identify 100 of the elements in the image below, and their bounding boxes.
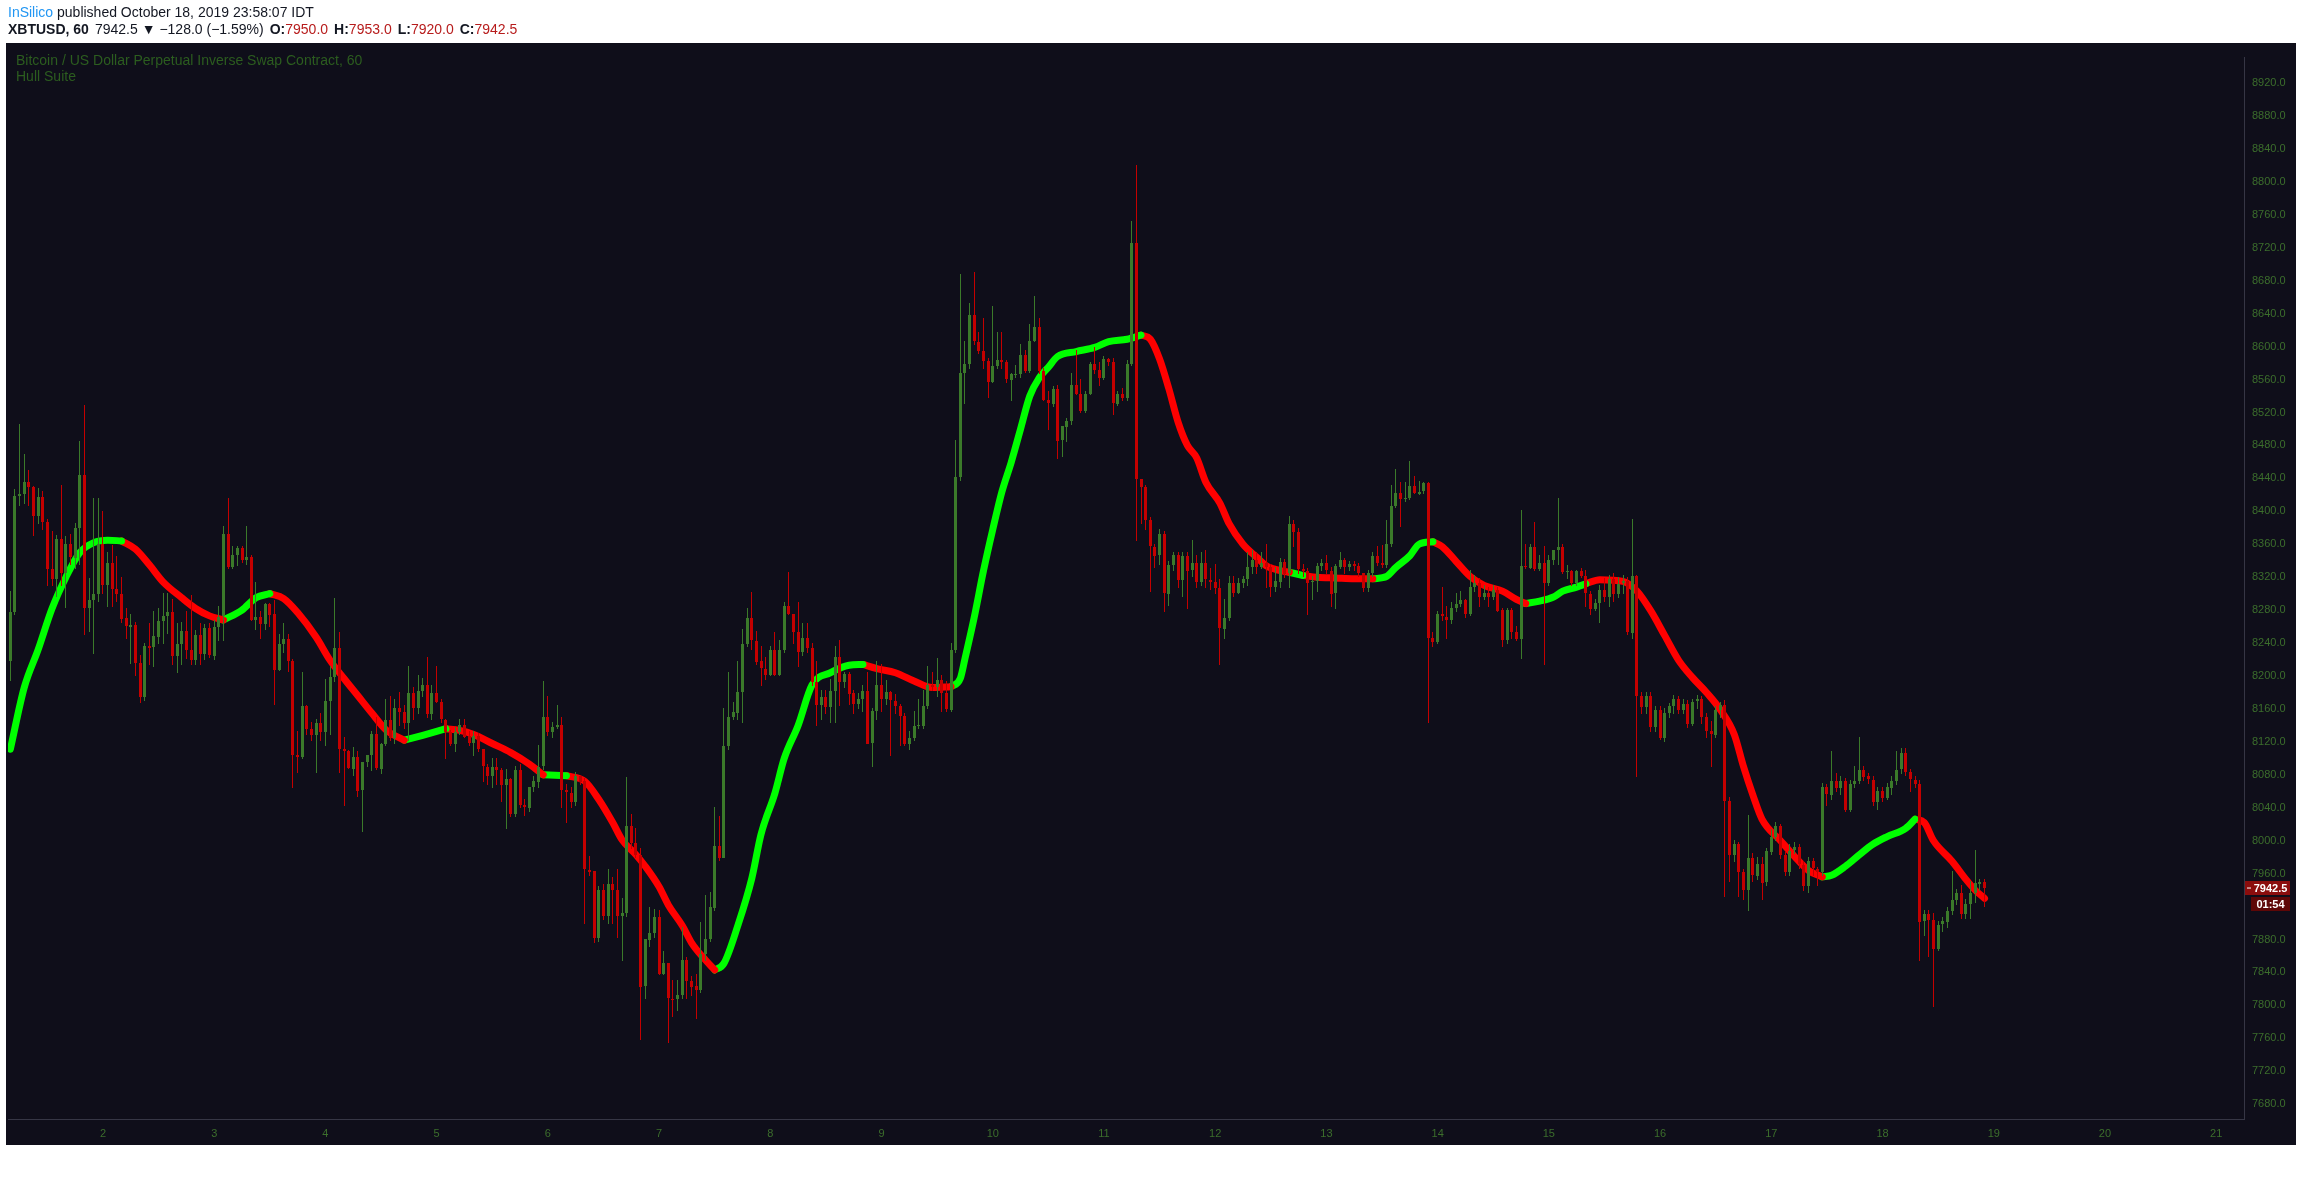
candlestick <box>1381 545 1384 568</box>
y-tick-label: 7680.0 <box>2252 1097 2286 1110</box>
x-tick-label: 18 <box>1876 1126 1889 1139</box>
x-tick-label: 12 <box>1209 1126 1222 1139</box>
candlestick <box>1404 482 1407 502</box>
candlestick <box>1445 606 1448 639</box>
candlestick <box>931 672 934 691</box>
y-tick-label: 8000.0 <box>2252 833 2286 846</box>
candlestick <box>148 623 151 665</box>
candlestick <box>190 595 193 665</box>
x-tick-label: 8 <box>767 1126 774 1139</box>
candlestick <box>676 980 679 1011</box>
candlestick <box>1000 332 1003 369</box>
chart-title: XBTUSD, 60 <box>8 21 89 37</box>
x-tick-label: 14 <box>1431 1126 1444 1139</box>
y-tick-label: 7840.0 <box>2252 965 2286 978</box>
x-tick-label: 5 <box>433 1126 440 1139</box>
y-tick-label: 8760.0 <box>2252 207 2286 220</box>
candlestick <box>88 578 91 632</box>
x-tick-label: 13 <box>1320 1126 1333 1139</box>
candlestick <box>1853 766 1856 788</box>
candlestick <box>621 898 624 961</box>
y-tick-label: 8120.0 <box>2252 734 2286 747</box>
text: 01:54 <box>2256 897 2286 910</box>
y-tick-label: 7720.0 <box>2252 1064 2286 1077</box>
candlestick <box>27 470 30 506</box>
annotation: Bitcoin / US Dollar Perpetual Inverse Swap Contract, 60 <box>16 52 363 68</box>
x-tick-label: 17 <box>1765 1126 1778 1139</box>
y-tick-label: 8520.0 <box>2252 405 2286 418</box>
candlestick <box>1418 481 1421 495</box>
text: 7942.5 ▼ −128.0 (−1.59%) <box>94 21 264 37</box>
text: 7942.5 <box>2253 881 2288 894</box>
x-tick-label: 6 <box>544 1126 551 1139</box>
x-tick-label: 16 <box>1653 1126 1667 1139</box>
candlestick <box>1311 576 1314 600</box>
candlestick <box>296 731 299 773</box>
x-tick-label: 10 <box>986 1126 999 1139</box>
y-tick-label: 7880.0 <box>2252 932 2286 945</box>
y-tick-label: 8040.0 <box>2252 800 2286 813</box>
candlestick <box>1441 587 1444 621</box>
candlestick <box>1710 721 1713 767</box>
y-tick-label: 8080.0 <box>2252 767 2286 780</box>
candlestick <box>1047 391 1050 430</box>
y-tick-label: 8320.0 <box>2252 570 2286 583</box>
y-tick-label: 8800.0 <box>2252 174 2286 187</box>
candlestick <box>343 737 346 806</box>
y-tick-label: 8600.0 <box>2252 339 2286 352</box>
candlestick <box>18 424 21 506</box>
text: C:7942.5 <box>459 21 518 37</box>
candlestick <box>495 758 498 785</box>
candlestick <box>254 582 257 630</box>
x-tick-label: 7 <box>656 1126 663 1139</box>
candlestick <box>129 614 132 664</box>
x-tick-label: 20 <box>2098 1126 2112 1139</box>
candlestick <box>671 980 674 1017</box>
annotation: Hull Suite <box>16 68 76 84</box>
candlestick <box>1209 568 1212 590</box>
candlestick <box>556 705 559 729</box>
y-tick-label: 8360.0 <box>2252 537 2286 550</box>
candlestick <box>1557 498 1560 565</box>
y-tick-label: 8920.0 <box>2252 76 2286 89</box>
candlestick <box>588 856 591 876</box>
y-tick-label: 8880.0 <box>2252 109 2286 122</box>
y-tick-label: 8480.0 <box>2252 438 2286 451</box>
candlestick <box>1622 575 1625 594</box>
candlestick <box>523 799 526 816</box>
chart-subtitle: InSilico published October 18, 2019 23:58:07 IDT <box>8 4 314 21</box>
y-tick-label: 8560.0 <box>2252 372 2286 385</box>
x-tick-label: 21 <box>2210 1126 2223 1139</box>
x-tick-label: 3 <box>211 1126 218 1139</box>
y-tick-label: 8720.0 <box>2252 240 2286 253</box>
x-tick-label: 9 <box>878 1126 885 1139</box>
y-tick-label: 8640.0 <box>2252 306 2286 319</box>
candlestick <box>1696 695 1699 709</box>
y-tick-label: 8280.0 <box>2252 603 2286 616</box>
x-tick-label: 2 <box>99 1126 107 1139</box>
x-tick-label: 19 <box>1987 1126 2000 1139</box>
y-tick-label: 7800.0 <box>2252 998 2286 1011</box>
candlestick <box>166 593 169 634</box>
x-tick-label: 4 <box>322 1126 329 1139</box>
candlestick <box>695 974 698 1019</box>
text: H:7953.0 <box>334 21 392 37</box>
y-tick-label: 8400.0 <box>2252 504 2286 517</box>
y-tick-label: 8840.0 <box>2252 142 2286 155</box>
candlestick <box>505 769 508 829</box>
candlestick <box>889 691 892 756</box>
candlestick <box>917 699 920 729</box>
y-tick-label: 7760.0 <box>2252 1031 2286 1044</box>
candlestick <box>162 593 165 644</box>
text: O:7950.0 <box>269 21 329 37</box>
y-tick-label: 8160.0 <box>2252 701 2286 714</box>
x-tick-label: 15 <box>1542 1126 1555 1139</box>
candlestick <box>565 784 568 823</box>
candlestick <box>115 556 118 602</box>
y-tick-label: 8680.0 <box>2252 273 2286 286</box>
y-tick-label: 8200.0 <box>2252 669 2286 682</box>
candlestick <box>1265 544 1268 588</box>
y-tick-label: 8440.0 <box>2252 471 2286 484</box>
candlestick <box>1566 565 1569 579</box>
candlestick <box>1399 482 1402 527</box>
